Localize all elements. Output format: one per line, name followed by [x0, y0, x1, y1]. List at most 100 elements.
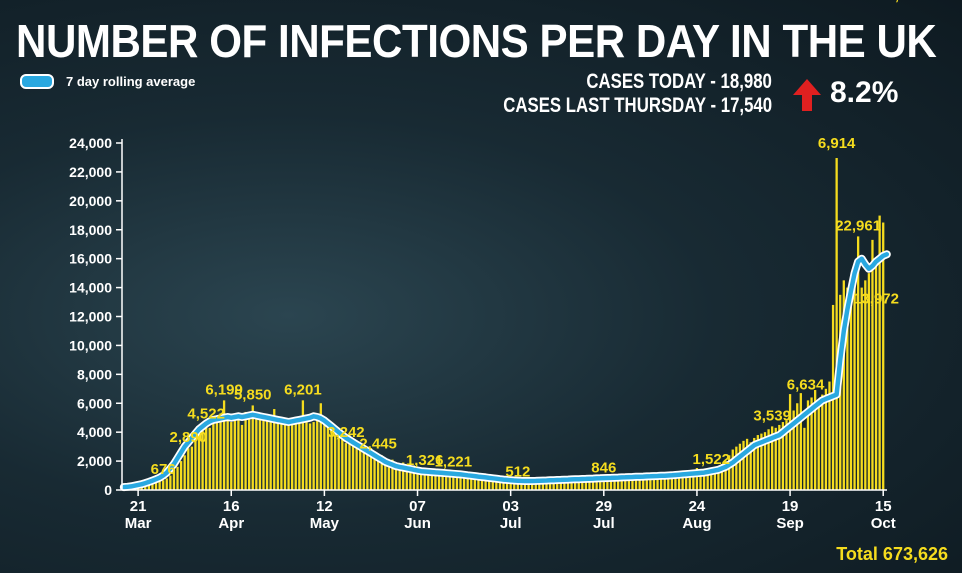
y-tick-label: 18,000 [69, 222, 112, 238]
change-percent: 8.2% [830, 76, 899, 109]
bar [473, 475, 476, 490]
bar [642, 475, 645, 490]
bar [659, 475, 663, 490]
chart-title: NUMBER OF INFECTIONS PER DAY IN THE UK [16, 15, 937, 67]
bar [656, 474, 659, 490]
bar [692, 473, 695, 490]
bar [613, 477, 616, 490]
bar [731, 449, 734, 490]
bar [846, 287, 849, 490]
data-label: 512 [505, 464, 530, 481]
bar [842, 280, 845, 490]
x-tick-day: 03 [502, 498, 519, 515]
bar [398, 465, 401, 490]
bar [710, 469, 713, 490]
bar [599, 477, 602, 490]
x-tick-month: Jul [593, 515, 615, 532]
x-tick-month: Aug [682, 515, 711, 532]
cases-last-thursday: CASES LAST THURSDAY - 17,540 [503, 94, 772, 117]
bar [513, 481, 516, 490]
bar [864, 280, 867, 490]
bar [767, 429, 770, 490]
bar [541, 479, 545, 490]
x-tick-month: Sep [776, 515, 804, 532]
bar [713, 468, 716, 490]
x-tick-month: Mar [125, 515, 152, 532]
bar [520, 481, 523, 490]
bar [810, 397, 813, 490]
bar [516, 482, 519, 490]
bar [480, 476, 484, 490]
data-label: 6,634 [787, 376, 825, 393]
bar [570, 479, 573, 490]
bar [237, 413, 240, 490]
y-tick-label: 8,000 [77, 366, 112, 382]
bar [502, 480, 505, 490]
bar [301, 400, 305, 490]
bar [677, 475, 681, 490]
bar [788, 394, 792, 490]
data-label: 676 [151, 461, 176, 478]
bar [230, 422, 233, 490]
bar [581, 478, 584, 490]
x-tick-month: Jun [404, 515, 431, 532]
bar [409, 468, 412, 490]
bar [248, 414, 251, 490]
bar [595, 478, 598, 490]
bar [359, 446, 362, 490]
bar [376, 454, 380, 490]
bar [584, 477, 588, 490]
bar [402, 462, 405, 490]
bar [176, 466, 179, 490]
bar [498, 480, 502, 490]
bar [162, 480, 165, 490]
bar [362, 449, 365, 490]
bar [351, 440, 355, 490]
bar [702, 471, 706, 490]
bar [369, 448, 373, 490]
bar [792, 410, 795, 490]
bar [760, 433, 763, 490]
bar [416, 468, 419, 490]
bar [455, 474, 459, 490]
bar [523, 481, 527, 490]
bar [824, 388, 828, 490]
bar [172, 471, 176, 490]
bar [817, 400, 820, 490]
bar [423, 470, 426, 490]
bar [441, 471, 444, 490]
bar [262, 419, 265, 490]
bar [753, 437, 756, 490]
bar [341, 439, 344, 490]
bar [298, 419, 301, 490]
bar [634, 476, 638, 490]
bar [208, 427, 211, 490]
bar [344, 443, 348, 490]
x-tick-month: May [310, 515, 340, 532]
bar [169, 475, 172, 490]
bar [158, 481, 161, 490]
data-label: 2,445 [359, 436, 397, 453]
bar [312, 422, 315, 490]
bar [706, 471, 709, 490]
data-label: 3,539 [753, 407, 791, 424]
bar [326, 424, 330, 490]
bar [144, 485, 147, 490]
x-tick-day: 21 [130, 498, 147, 515]
bar [488, 478, 491, 490]
bar [201, 430, 204, 490]
data-label: 6,201 [284, 381, 322, 398]
bar [799, 393, 802, 490]
bar [276, 417, 279, 490]
bar [821, 394, 824, 490]
bar [269, 420, 272, 490]
bar [348, 435, 351, 490]
bar [273, 409, 276, 490]
y-axis: 0 2,000 4,000 6,000 8,000 10,000 12,000 14,000 1… [69, 135, 123, 498]
y-tick-label: 14,000 [69, 280, 112, 296]
data-label: 22,961 [835, 217, 881, 234]
bar [384, 463, 387, 490]
legend-label: 7 day rolling average [66, 74, 196, 89]
bar [258, 416, 262, 490]
